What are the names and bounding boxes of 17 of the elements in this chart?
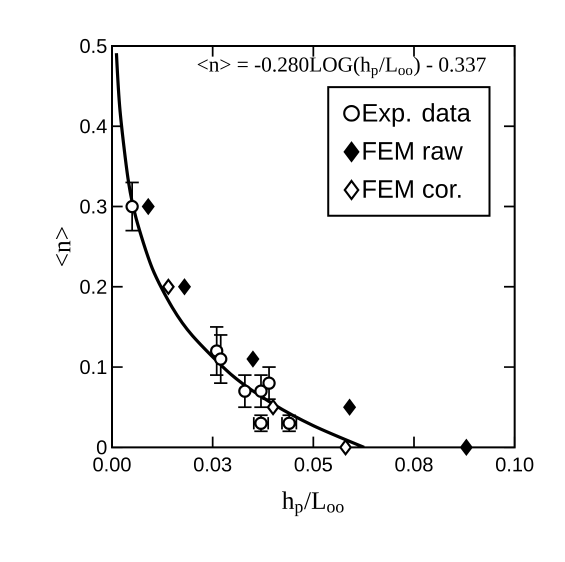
- x-tick-label: 0.03: [194, 457, 232, 472]
- legend-label: FEM cor.: [364, 180, 460, 198]
- x-tick-label: 0.05: [294, 457, 332, 472]
- x-tick-label: 0.00: [93, 457, 131, 472]
- legend-label: FEM raw: [364, 142, 463, 160]
- y-tick-label: 0: [96, 440, 106, 454]
- y-tick-label: 0.2: [80, 280, 106, 294]
- x-axis-title: h$_{p}$/L$_{oo}$: [282, 491, 344, 516]
- y-tick-label: 0.1: [80, 360, 106, 374]
- legend-label: Exp. data: [364, 103, 471, 127]
- x-tick-label: 0.08: [395, 457, 433, 472]
- y-tick-label: 0.3: [80, 199, 106, 214]
- y-axis-title: <n>: [56, 227, 70, 266]
- x-tick-label: 0.10: [496, 457, 534, 472]
- annotation: <n> = -0.280LOG(h$_{p}$/L$_{oo}$) - 0.337: [198, 56, 486, 78]
- y-tick-label: 0.4: [80, 119, 107, 134]
- y-tick-label: 0.5: [80, 38, 106, 54]
